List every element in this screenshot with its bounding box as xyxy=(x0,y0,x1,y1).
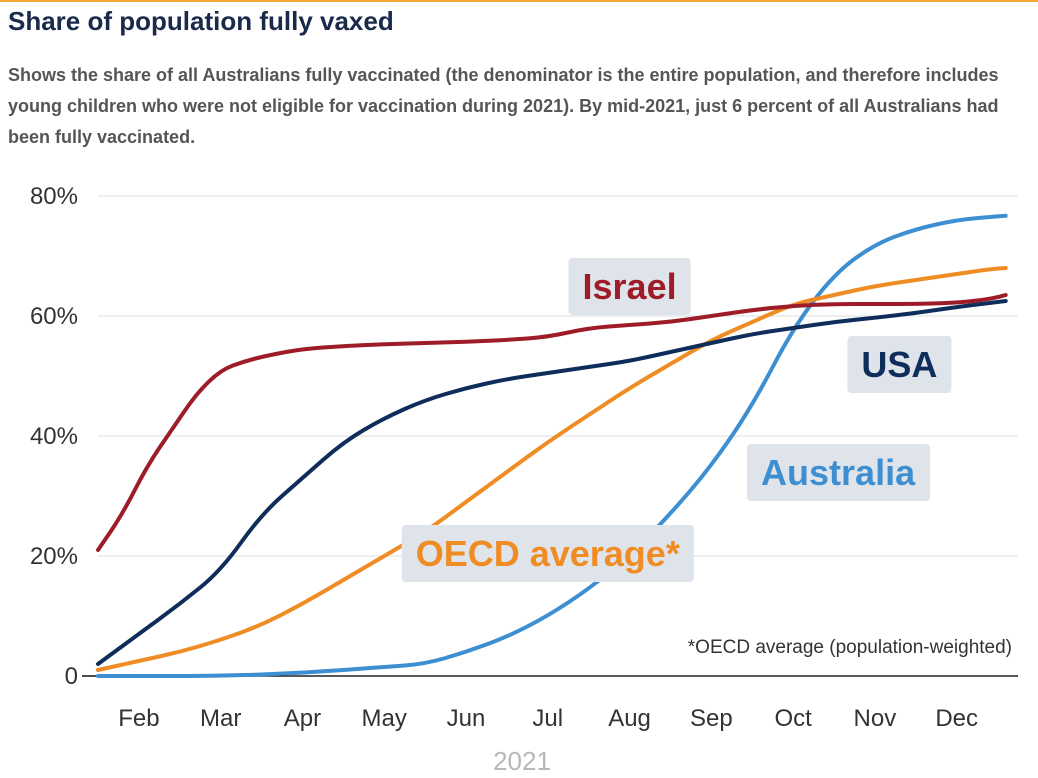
y-axis-tick-labels: 0 20% 40% 60% 80% xyxy=(30,183,78,690)
series-label-australia: Australia xyxy=(747,444,931,501)
series-label-text: Australia xyxy=(761,452,916,493)
y-tick-label: 0 xyxy=(65,663,78,690)
x-tick-label: Dec xyxy=(935,705,978,732)
x-tick-label: Jun xyxy=(447,705,486,732)
series-line-oecd-average xyxy=(96,266,1008,672)
x-tick-label: May xyxy=(362,705,407,732)
x-axis-tick-labels: Feb Mar Apr May Jun Jul Aug Sep Oct Nov Dec xyxy=(118,705,978,732)
series-label-oecd-average: OECD average* xyxy=(401,525,694,582)
y-tick-label: 20% xyxy=(30,543,78,570)
y-tick-label: 80% xyxy=(30,183,78,210)
chart-title: Share of population fully vaxed xyxy=(8,6,394,36)
chart-footnote: *OECD average (population-weighted) xyxy=(688,637,1012,658)
series-label-text: Israel xyxy=(583,266,677,307)
series-label-background xyxy=(401,525,694,582)
y-tick-label: 60% xyxy=(30,303,78,330)
series-labels: Israel USA Australia OECD average* xyxy=(401,258,952,582)
top-accent-rule xyxy=(0,0,1038,2)
series-label-background xyxy=(847,336,952,393)
x-tick-label: Aug xyxy=(608,705,651,732)
series-line-usa xyxy=(96,299,1008,666)
series-label-text: USA xyxy=(861,344,937,385)
x-tick-label: Sep xyxy=(690,705,733,732)
series-line-israel xyxy=(96,293,1008,552)
x-tick-label: Nov xyxy=(854,705,897,732)
y-tick-label: 40% xyxy=(30,423,78,450)
series-label-background xyxy=(568,258,691,315)
x-axis-title: 2021 xyxy=(493,746,551,776)
x-tick-label: Jul xyxy=(532,705,563,732)
series-label-israel: Israel xyxy=(568,258,691,315)
chart-subtitle: Shows the share of all Australians fully… xyxy=(8,65,999,147)
x-tick-label: Apr xyxy=(284,705,321,732)
series-label-background xyxy=(747,444,931,501)
series-label-usa: USA xyxy=(847,336,952,393)
x-tick-label: Feb xyxy=(118,705,159,732)
grid-lines xyxy=(82,195,1018,677)
series-label-text: OECD average* xyxy=(416,533,680,574)
x-tick-label: Mar xyxy=(200,705,241,732)
x-tick-label: Oct xyxy=(774,705,812,732)
